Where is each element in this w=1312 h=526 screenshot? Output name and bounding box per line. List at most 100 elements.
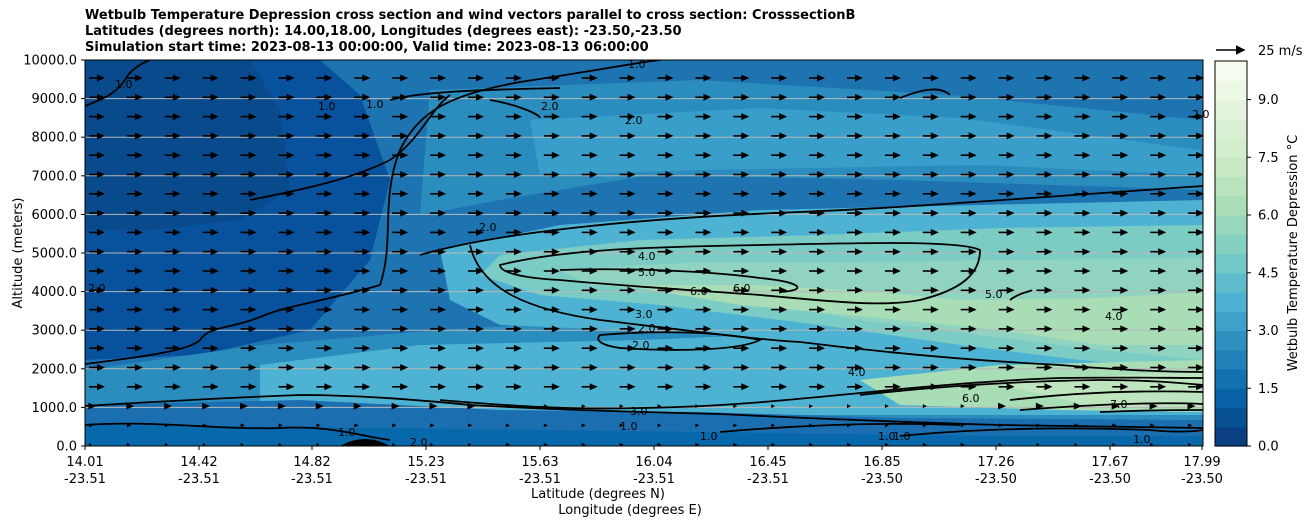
contour-label: 5.0 [638,266,656,279]
wind-arrow [202,442,206,446]
colorbar-segment [1215,426,1247,447]
wind-arrow [619,74,636,82]
wind-arrow [619,151,636,159]
wind-arrow [619,267,636,275]
wind-arrow [771,93,788,101]
wind-arrow [392,74,409,82]
wind-arrow [960,113,977,121]
wind-arrow [960,383,977,391]
wind-arrow [1150,113,1167,121]
wind-arrow [1188,364,1203,371]
wind-arrow [1036,132,1053,140]
wind-arrow [619,248,636,256]
wind-arrow [619,286,636,294]
colorbar-segment [1215,388,1247,409]
contour-label: 3.0 [635,308,653,321]
wind-arrow [89,423,94,428]
wind-arrow [884,423,889,428]
wind-arrow [581,404,586,409]
wind-arrow [278,325,295,333]
wind-arrow [505,209,522,217]
y-tick-label: 9000.0 [32,92,78,107]
wind-arrow [619,404,624,409]
x-tick-label-latitude: 16.85 [863,455,900,470]
y-axis-label: Altitude (meters) [11,198,26,309]
colorbar-label: Wetbulb Temperature Depression °C [1286,135,1301,372]
wind-arrow [164,402,173,410]
wind-arrow [657,171,674,178]
wind-arrow [771,267,788,275]
wind-arrow [316,423,321,428]
wind-arrow [354,248,371,256]
wind-arrow [1112,248,1129,256]
wind-arrow [1074,344,1091,352]
wind-arrow [468,171,484,178]
wind-arrow [392,267,409,275]
wind-arrow [695,306,712,314]
contour-label: 1.0 [628,58,646,71]
wind-arrow [884,93,901,101]
wind-arrow [164,364,181,371]
wind-arrow [809,364,826,371]
wind-arrow [1074,209,1091,217]
wind-arrow [278,306,295,314]
wind-arrow [392,209,409,217]
wind-arrow [884,113,901,121]
wind-arrow [126,209,143,217]
wind-arrow [505,267,522,275]
wind-arrow [884,171,901,178]
wind-arrow [240,132,257,140]
contour-label: 1.0 [620,420,638,433]
wind-arrow [733,344,750,352]
wind-arrow [922,267,939,275]
wind-arrow [126,286,143,294]
wind-arrow [1036,171,1053,178]
wind-arrow [126,364,143,371]
wind-arrow [126,151,143,159]
wind-arrow [392,171,409,178]
wind-arrow [847,423,851,428]
wind-arrow [202,423,208,428]
y-tick-label: 3000.0 [32,324,78,339]
wind-arrow [316,248,333,256]
wind-arrow [202,306,219,314]
wind-arrow [884,151,901,159]
wind-arrow [1188,325,1203,333]
contour-label: 2.0 [1192,108,1210,121]
wind-arrow [922,442,927,446]
wind-arrow [1036,344,1053,352]
wind-arrow [884,306,901,314]
wind-arrow [809,404,814,409]
wind-arrow [771,286,788,294]
wind-arrow [960,404,965,409]
wind-arrow [202,248,219,256]
wind-arrow [1112,306,1129,314]
wind-arrow [354,306,371,314]
contour-label: 1.0 [115,78,133,91]
x-tick-label-longitude: -23.51 [633,472,675,487]
wind-arrow [1036,248,1053,256]
wind-arrow [89,74,105,82]
wind-arrow [1036,113,1053,121]
wind-arrow [1188,228,1203,236]
contour-label: 6.0 [962,392,980,405]
wind-arrow [468,74,484,82]
wind-arrow [1074,151,1091,159]
wind-arrow [695,171,712,178]
wind-arrow [88,402,97,410]
wind-arrow [733,113,750,121]
wind-arrow [581,171,598,178]
wind-arrow [884,74,901,82]
wind-arrow [240,171,257,178]
wind-arrow [392,286,409,294]
wind-arrow [430,151,447,159]
wind-arrow [505,344,522,352]
wind-arrow [1036,306,1053,314]
wind-arrow [884,132,901,140]
wind-arrow [619,423,624,428]
wind-arrow [126,248,143,256]
wind-arrow [581,423,586,428]
quiver-key-label: 25 m/s [1258,44,1303,59]
wind-arrow [202,267,219,275]
wind-arrow [771,423,776,428]
